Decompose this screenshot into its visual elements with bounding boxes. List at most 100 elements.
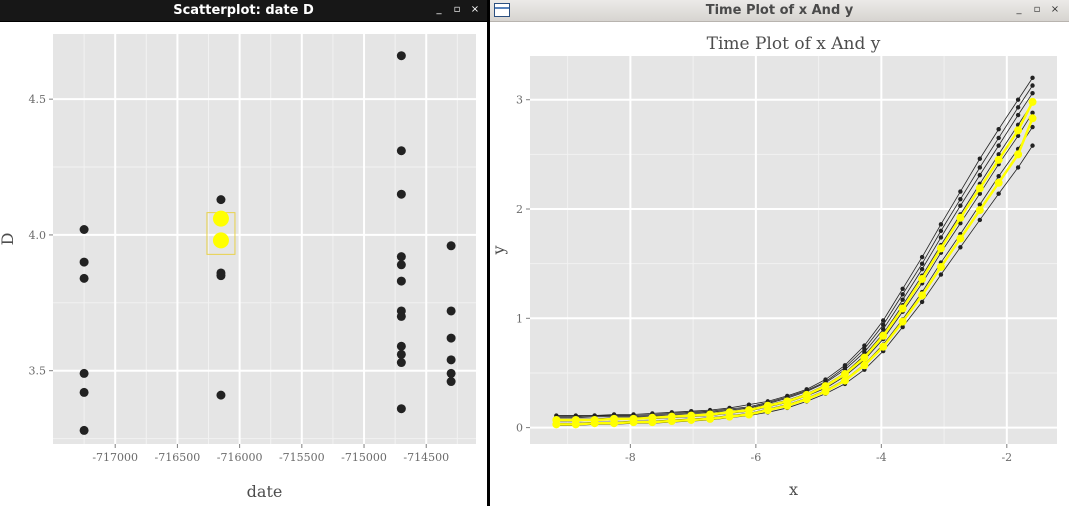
- series-point: [1030, 83, 1035, 88]
- x-axis-label: date: [247, 482, 283, 501]
- series-point: [996, 174, 1001, 179]
- highlighted-series-point: [994, 155, 1003, 164]
- scatterplot-titlebar[interactable]: Scatterplot: date D _ ▫ ×: [0, 0, 487, 22]
- scatter-point: [446, 241, 456, 251]
- series-point: [881, 327, 886, 332]
- highlighted-series-point: [918, 291, 927, 300]
- series-point: [958, 203, 963, 208]
- highlighted-series-point: [571, 420, 580, 429]
- highlighted-series-point: [783, 401, 792, 410]
- highlighted-series-point: [898, 317, 907, 326]
- window-divider: [487, 0, 490, 506]
- scatter-point: [396, 276, 406, 286]
- scatter-point: [396, 404, 406, 414]
- series-point: [977, 191, 983, 196]
- series-point: [938, 228, 944, 234]
- x-tick-label: -4: [876, 451, 887, 464]
- x-axis-label: x: [789, 480, 798, 499]
- highlighted-series-point: [744, 410, 753, 419]
- highlighted-series-point: [879, 331, 888, 340]
- highlighted-series-point: [975, 184, 984, 193]
- scatter-point: [79, 224, 89, 234]
- scatter-point: [446, 306, 456, 316]
- scatter-point: [396, 252, 406, 262]
- x-tick-label: -2: [1001, 451, 1012, 464]
- series-point: [996, 143, 1001, 148]
- timeplot-titlebar[interactable]: Time Plot of x And y _ ▫ ×: [490, 0, 1069, 22]
- series-point: [1015, 112, 1021, 118]
- maximize-button[interactable]: ▫: [1033, 4, 1041, 15]
- highlighted-series-point: [918, 274, 927, 283]
- series-point: [919, 261, 925, 266]
- chart-title: Time Plot of x And y: [707, 34, 881, 54]
- highlighted-series-point: [956, 234, 965, 243]
- x-tick-label: -8: [625, 451, 636, 464]
- scatter-point: [79, 368, 89, 378]
- series-point: [977, 172, 983, 178]
- scatter-point: [396, 358, 406, 368]
- scatterplot-chart[interactable]: -717000 -716500 -716000 -715500 -715000 -7145…: [0, 22, 487, 506]
- scatter-point: [79, 257, 89, 267]
- y-tick-label: 3.5: [29, 365, 47, 378]
- highlighted-series-point: [936, 262, 945, 271]
- scatter-point: [216, 271, 226, 281]
- highlighted-series-point: [648, 418, 657, 427]
- y-tick-label: 4.0: [29, 229, 47, 242]
- minimize-button[interactable]: _: [1016, 4, 1022, 15]
- highlighted-series-point: [629, 418, 638, 427]
- scatter-point: [396, 341, 406, 351]
- highlighted-series-point: [610, 419, 619, 428]
- maximize-button[interactable]: ▫: [453, 4, 461, 15]
- series-point: [977, 217, 983, 223]
- highlighted-series-point: [725, 412, 734, 421]
- series-point: [862, 343, 867, 348]
- y-tick-label: 2: [516, 203, 523, 216]
- series-point: [1030, 90, 1035, 96]
- scatter-point: [396, 189, 406, 199]
- close-button[interactable]: ×: [1050, 4, 1060, 15]
- highlighted-series-point: [898, 304, 907, 313]
- timeplot-chart[interactable]: -8 -6 -4 -2 0 1 2 3 x y Time Plot of x And y: [490, 22, 1069, 506]
- highlighted-series-point: [975, 206, 984, 215]
- highlighted-series-point: [860, 361, 869, 370]
- series-point: [900, 324, 905, 330]
- series-point: [938, 272, 944, 277]
- scatter-point: [396, 260, 406, 270]
- scatter-point: [446, 368, 456, 378]
- highlighted-point: [212, 232, 229, 249]
- highlighted-series-point: [840, 376, 849, 385]
- highlighted-series-point: [590, 419, 599, 428]
- series-point: [900, 286, 905, 291]
- timeplot-window-title: Time Plot of x And y: [705, 3, 854, 18]
- series-point: [938, 235, 944, 240]
- highlighted-series-point: [1028, 114, 1037, 123]
- series-point: [900, 292, 905, 297]
- highlighted-series-point: [956, 213, 965, 222]
- series-point: [958, 221, 963, 226]
- series-point: [996, 152, 1001, 157]
- scatter-point: [79, 425, 89, 435]
- scatter-point: [446, 333, 456, 343]
- y-tick-label: 3: [516, 94, 523, 107]
- series-line: [556, 77, 1033, 416]
- y-tick-label: 1: [516, 312, 523, 325]
- series-point: [1015, 133, 1021, 138]
- series-point: [862, 349, 867, 355]
- scatter-point: [446, 377, 456, 387]
- series-point: [958, 196, 963, 202]
- close-button[interactable]: ×: [470, 4, 480, 15]
- series-point: [919, 266, 925, 272]
- highlighted-point: [212, 210, 229, 227]
- series-point: [958, 189, 963, 194]
- highlighted-series-point: [936, 244, 945, 253]
- highlighted-series-point: [821, 387, 830, 396]
- scatterplot-window-title: Scatterplot: date D: [173, 3, 314, 18]
- x-tick-label: -715500: [279, 451, 325, 464]
- minimize-button[interactable]: _: [436, 4, 442, 15]
- window-app-icon: [494, 3, 510, 17]
- series-point: [1030, 75, 1035, 81]
- highlighted-series-point: [552, 420, 561, 429]
- highlighted-series-point: [1014, 150, 1023, 159]
- series-point: [862, 346, 867, 352]
- series-point: [881, 322, 886, 328]
